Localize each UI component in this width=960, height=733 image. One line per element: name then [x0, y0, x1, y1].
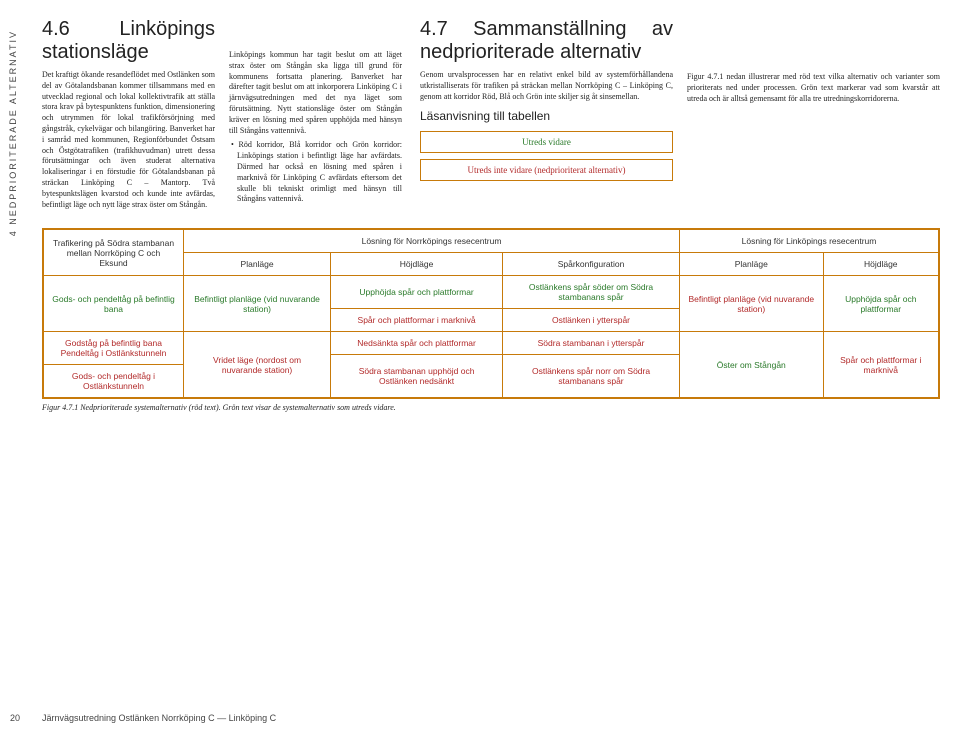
col-group-norrkoping: Lösning för Norrköpings resecentrum: [184, 230, 680, 253]
cell-spar-ost-soder: Ostlänkens spår söder om Södra stambanan…: [503, 276, 680, 309]
footer-text: Järnvägsutredning Ostlänken Norrköping C…: [42, 713, 276, 723]
subcol-hojdlage-n: Höjdläge: [331, 253, 503, 276]
section-4-7-para: Genom urvalsprocessen har en relativt en…: [420, 70, 673, 102]
subcol-hojdlage-l: Höjdläge: [823, 253, 938, 276]
section-4-7-col1: 4.7 Sammanställning av nedprioriterade a…: [420, 18, 673, 210]
section-4-6-para2: Linköpings kommun har tagit beslut om at…: [229, 50, 402, 136]
cell-spar-ost-norr: Ostlänkens spår norr om Södra stambanans…: [503, 355, 680, 398]
legend-green-box: Utreds vidare: [420, 131, 673, 153]
legend-heading: Läsanvisning till tabellen: [420, 108, 673, 124]
col-group-linkoping: Lösning för Linköpings resecentrum: [680, 230, 939, 253]
row-label-3: Gods- och pendeltåg i Ostlänkstunneln: [44, 365, 184, 398]
section-4-6-title: 4.6 Linköpings stationsläge: [42, 18, 215, 64]
section-4-7-para2: Figur 4.7.1 nedan illustrerar med röd te…: [687, 72, 940, 104]
cell-hoj-upphojda: Upphöjda spår och plattformar: [331, 276, 503, 309]
cell-link-plan-ost: Öster om Stångån: [680, 332, 824, 398]
section-4-6-bullet: Röd korridor, Blå korridor och Grön korr…: [229, 140, 402, 205]
section-4-6: 4.6 Linköpings stationsläge Det kraftigt…: [42, 18, 402, 210]
subcol-sparkonfig: Spårkonfiguration: [503, 253, 680, 276]
section-4-6-col2: Linköpings kommun har tagit beslut om at…: [229, 18, 402, 210]
cell-spar-ssb-ytter: Södra stambanan i ytterspår: [503, 332, 680, 355]
page-content: 4.6 Linköpings stationsläge Det kraftigt…: [42, 18, 940, 412]
cell-spar-ost-ytter: Ostlänken i ytterspår: [503, 309, 680, 332]
table-caption: Figur 4.7.1 Nedprioriterade systemaltern…: [42, 403, 940, 412]
alternatives-table: Trafikering på Södra stambanan mellan No…: [43, 229, 939, 398]
section-4-6-para1: Det kraftigt ökande resandeflödet med Os…: [42, 70, 215, 210]
section-4-7: 4.7 Sammanställning av nedprioriterade a…: [420, 18, 940, 210]
top-text-row: 4.6 Linköpings stationsläge Det kraftigt…: [42, 18, 940, 210]
section-4-6-col1: 4.6 Linköpings stationsläge Det kraftigt…: [42, 18, 215, 210]
legend-red-box: Utreds inte vidare (nedprioriterat alter…: [420, 159, 673, 181]
cell-hoj-ssb-upp: Södra stambanan upphöjd och Ostlänken ne…: [331, 355, 503, 398]
row-label-1: Gods- och pendeltåg på befintlig bana: [44, 276, 184, 332]
side-chapter-label: 4 NEDPRIORITERADE ALTERNATIV: [8, 30, 18, 236]
subcol-planlage-l: Planläge: [680, 253, 824, 276]
alternatives-table-wrap: Trafikering på Södra stambanan mellan No…: [42, 228, 940, 399]
cell-plan-befintligt: Befintligt planläge (vid nuvarande stati…: [184, 276, 331, 332]
cell-link-hoj-mark: Spår och plattformar i marknivå: [823, 332, 938, 398]
section-4-7-title: 4.7 Sammanställning av nedprioriterade a…: [420, 18, 673, 64]
cell-hoj-nedsankt: Nedsänkta spår och plattformar: [331, 332, 503, 355]
col-header-left: Trafikering på Södra stambanan mellan No…: [44, 230, 184, 276]
section-4-7-col2: Figur 4.7.1 nedan illustrerar med röd te…: [687, 18, 940, 210]
cell-hoj-mark: Spår och plattformar i marknivå: [331, 309, 503, 332]
cell-link-hoj-upp: Upphöjda spår och plattformar: [823, 276, 938, 332]
row-label-2: Godståg på befintlig bana Pendeltåg i Os…: [44, 332, 184, 365]
cell-plan-vridet: Vridet läge (nordost om nuvarande statio…: [184, 332, 331, 398]
page-number: 20: [10, 713, 20, 723]
cell-link-plan-bef: Befintligt planläge (vid nuvarande stati…: [680, 276, 824, 332]
subcol-planlage-n: Planläge: [184, 253, 331, 276]
